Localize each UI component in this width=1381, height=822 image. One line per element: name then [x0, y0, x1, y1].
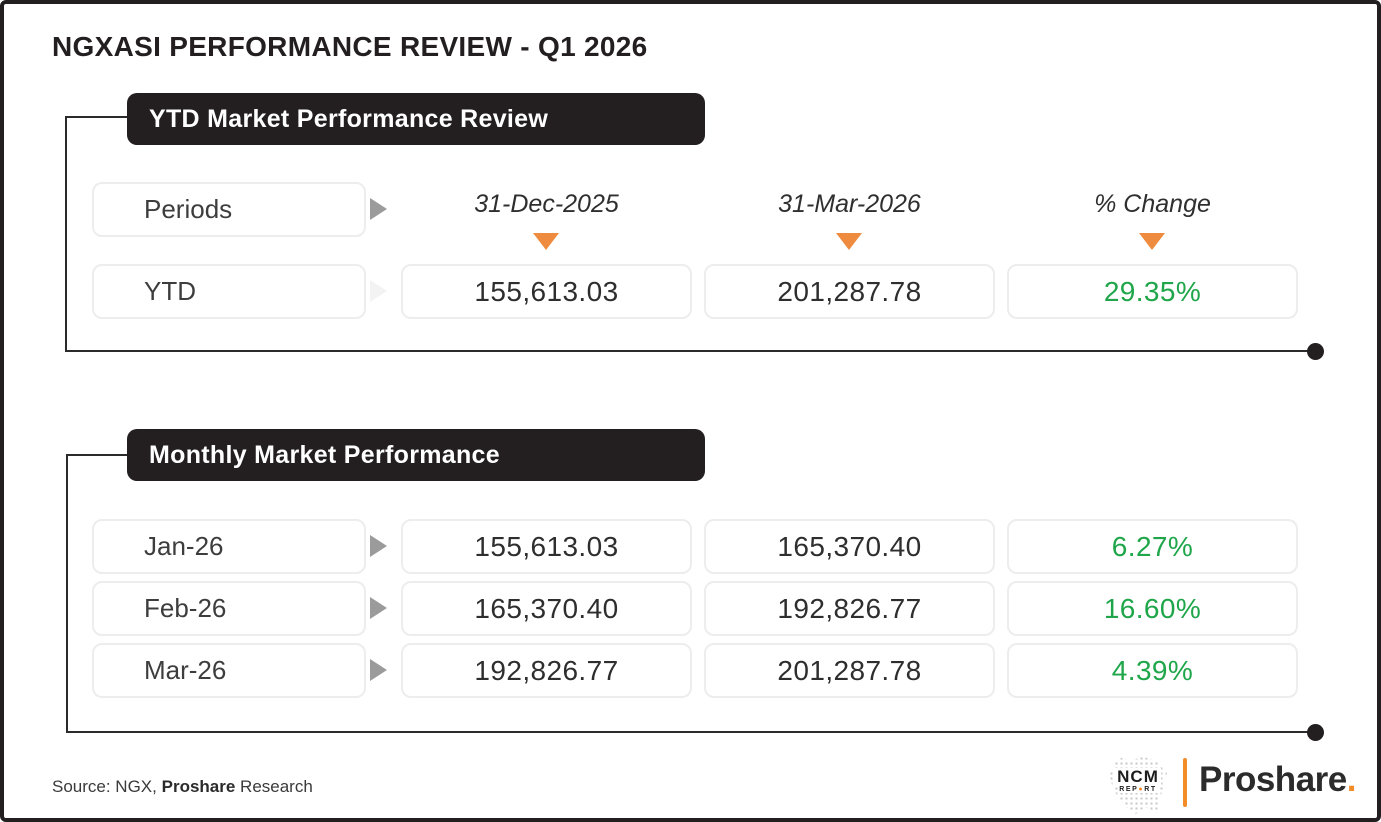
- triangle-down-icon: [836, 233, 862, 250]
- ytd-row-label-cell: YTD: [92, 264, 366, 319]
- ncm-report-logo: NCM REP●RT: [1107, 756, 1169, 816]
- month-row-label-cell: Feb-26: [92, 581, 366, 636]
- ytd-bracket-end-dot: [1307, 343, 1324, 360]
- ncm-logo-subtext: REP●RT: [1118, 786, 1158, 793]
- ncm-sub-left: REP: [1119, 786, 1139, 793]
- month-open-cell: 192,826.77: [401, 643, 692, 698]
- page-title: NGXASI PERFORMANCE REVIEW - Q1 2026: [52, 31, 648, 62]
- month-close-cell: 165,370.40: [704, 519, 995, 574]
- month-close-value: 165,370.40: [777, 530, 922, 562]
- triangle-right-icon: [370, 659, 387, 681]
- month-open-value: 165,370.40: [474, 592, 619, 624]
- ytd-change-value: 29.35%: [1103, 275, 1202, 307]
- monthly-bracket-top-line: [66, 454, 129, 456]
- month-row-label: Jan-26: [144, 531, 224, 561]
- source-suffix: Research: [235, 777, 313, 796]
- logo-divider-bar: [1183, 758, 1187, 807]
- ytd-row-label: YTD: [144, 276, 196, 306]
- month-change-cell: 6.27%: [1007, 519, 1298, 574]
- month-row-label: Feb-26: [144, 593, 227, 623]
- month-open-value: 192,826.77: [474, 654, 619, 686]
- monthly-bracket-end-dot: [1307, 724, 1324, 741]
- month-change-value: 16.60%: [1103, 592, 1202, 624]
- ytd-change-cell: 29.35%: [1007, 264, 1298, 319]
- proshare-logo-text: Proshare: [1199, 760, 1347, 799]
- footer-logos: NCM REP●RT Proshare.: [1075, 752, 1356, 818]
- ytd-open-value: 155,613.03: [474, 275, 619, 307]
- triangle-right-icon: [370, 597, 387, 619]
- source-attribution: Source: NGX, Proshare Research: [52, 777, 313, 797]
- month-change-value: 4.39%: [1111, 654, 1194, 686]
- column-header-dec: 31-Dec-2025: [474, 190, 619, 218]
- ytd-bracket-top-line: [65, 116, 129, 118]
- triangle-down-icon: [1139, 233, 1165, 250]
- column-header-mar: 31-Mar-2026: [778, 190, 921, 218]
- month-change-value: 6.27%: [1111, 530, 1194, 562]
- triangle-right-icon: [370, 280, 387, 302]
- periods-header-label: Periods: [144, 194, 233, 224]
- ytd-section-header-label: YTD Market Performance Review: [149, 104, 549, 133]
- source-brand: Proshare: [161, 777, 236, 796]
- month-close-value: 192,826.77: [777, 592, 922, 624]
- ytd-close-value: 201,287.78: [777, 275, 922, 307]
- ytd-section-header: YTD Market Performance Review: [127, 93, 705, 145]
- ytd-open-cell: 155,613.03: [401, 264, 692, 319]
- month-change-cell: 16.60%: [1007, 581, 1298, 636]
- periods-header-cell: Periods: [92, 182, 366, 237]
- month-close-value: 201,287.78: [777, 654, 922, 686]
- column-header-change: % Change: [1094, 190, 1211, 218]
- month-row-label: Mar-26: [144, 655, 227, 685]
- ytd-close-cell: 201,287.78: [704, 264, 995, 319]
- ncm-logo-text: NCM: [1115, 767, 1161, 786]
- proshare-logo: Proshare.: [1199, 762, 1356, 797]
- month-close-cell: 192,826.77: [704, 581, 995, 636]
- ytd-bracket-bottom-line: [65, 350, 1316, 352]
- proshare-logo-dot: .: [1346, 760, 1357, 799]
- month-change-cell: 4.39%: [1007, 643, 1298, 698]
- monthly-section-header-label: Monthly Market Performance: [149, 440, 500, 469]
- month-row-label-cell: Jan-26: [92, 519, 366, 574]
- month-close-cell: 201,287.78: [704, 643, 995, 698]
- ncm-orange-dot: ●: [1138, 786, 1145, 793]
- month-open-cell: 155,613.03: [401, 519, 692, 574]
- monthly-bracket-bottom-line: [66, 731, 1316, 733]
- triangle-right-icon: [370, 198, 387, 220]
- triangle-down-icon: [533, 233, 559, 250]
- ytd-bracket-vertical-line: [65, 116, 67, 352]
- triangle-right-icon: [370, 535, 387, 557]
- monthly-bracket-vertical-line: [66, 454, 68, 732]
- ncm-sub-right: RT: [1144, 786, 1157, 793]
- source-prefix: Source: NGX,: [52, 777, 162, 796]
- month-open-cell: 165,370.40: [401, 581, 692, 636]
- monthly-section-header: Monthly Market Performance: [127, 429, 705, 481]
- month-open-value: 155,613.03: [474, 530, 619, 562]
- month-row-label-cell: Mar-26: [92, 643, 366, 698]
